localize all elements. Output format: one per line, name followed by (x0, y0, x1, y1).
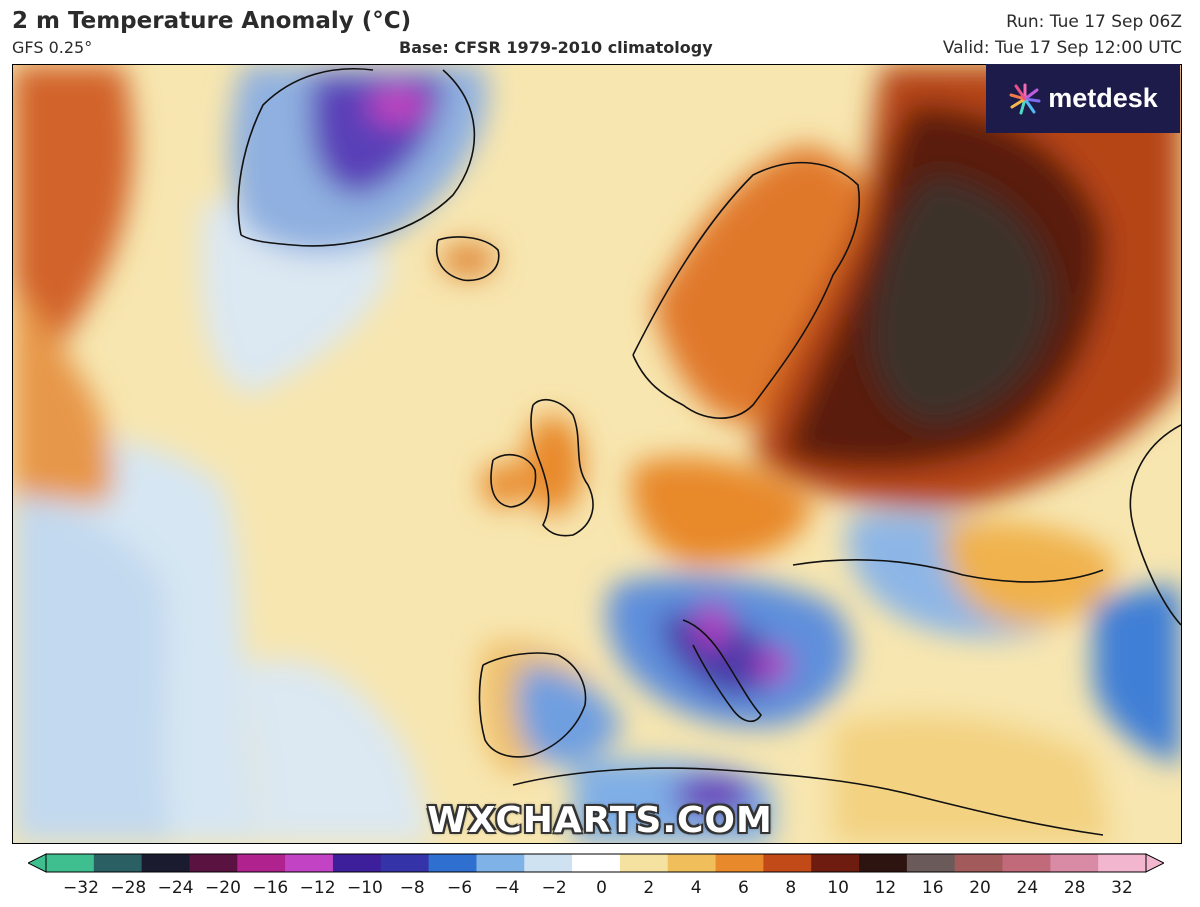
colorbar-segment (141, 854, 190, 872)
colorbar-tick-label: −16 (252, 878, 289, 898)
colorbar-segment (476, 854, 525, 872)
colorbar-segment (1050, 854, 1099, 872)
colorbar-segment (619, 854, 669, 872)
colorbar-tick-label: −20 (205, 878, 241, 898)
colorbar-segment (667, 854, 717, 872)
colorbar-tick-label: 10 (827, 878, 849, 898)
colorbar-segment (380, 854, 430, 872)
colorbar-segment (46, 854, 95, 872)
model-label: GFS 0.25° (12, 38, 93, 57)
anomaly-field (13, 65, 1181, 843)
colorbar-segment (954, 854, 1004, 872)
colorbar-tick-label: 2 (643, 878, 655, 898)
run-time-label: Run: Tue 17 Sep 06Z (1006, 12, 1182, 32)
colorbar-segment (332, 854, 382, 872)
colorbar-segment (572, 854, 621, 872)
base-climatology-label: Base: CFSR 1979-2010 climatology (399, 38, 713, 57)
colorbar-tick-label: −6 (447, 878, 473, 898)
colorbar-tick-label: −2 (541, 878, 567, 898)
colorbar-tick-label: 32 (1111, 878, 1133, 898)
colorbar-border (45, 853, 1147, 873)
colorbar-tick-label: −10 (346, 878, 383, 898)
chart-title: 2 m Temperature Anomaly (°C) (12, 8, 412, 34)
wxcharts-watermark: WXCHARTS.COM (427, 800, 773, 841)
colorbar-tick-label: 20 (969, 878, 991, 898)
colorbar-tick-label: −24 (157, 878, 194, 898)
metdesk-logo: metdesk (986, 64, 1180, 133)
colorbar-segment (189, 854, 238, 872)
colorbar (28, 853, 1164, 873)
colorbar-segment (715, 854, 764, 872)
colorbar-tick-label: −4 (494, 878, 520, 898)
colorbar-segment (859, 854, 908, 872)
metdesk-logo-text: metdesk (1048, 83, 1158, 113)
colorbar-segment (524, 854, 573, 872)
colorbar-segment (763, 854, 812, 872)
valid-time-label: Valid: Tue 17 Sep 12:00 UTC (942, 38, 1182, 58)
colorbar-segment (1002, 854, 1051, 872)
colorbar-tick-label: 24 (1016, 878, 1039, 898)
colorbar-tick-label: 16 (921, 878, 944, 898)
colorbar-segment (811, 854, 860, 872)
colorbar-tick-label: 28 (1063, 878, 1086, 898)
colorbar-tick-label: −28 (110, 878, 147, 898)
coastlines (237, 67, 1181, 836)
colorbar-tick-label: −32 (63, 878, 99, 898)
colorbar-tick-label: −8 (399, 878, 425, 898)
colorbar-segment (1098, 854, 1147, 872)
colorbar-tick-label: −12 (299, 878, 336, 898)
map-canvas (13, 65, 1181, 843)
colorbar-segment (93, 854, 143, 872)
colorbar-segment (237, 854, 286, 872)
colorbar-segment (285, 854, 334, 872)
colorbar-min-arrow (28, 853, 47, 873)
colorbar-tick-label: 4 (690, 878, 702, 898)
colorbar-max-arrow (1145, 853, 1164, 873)
colorbar-tick-label: 6 (738, 878, 749, 898)
metdesk-starburst-icon (1009, 83, 1041, 114)
colorbar-tick-label: 0 (596, 878, 607, 898)
colorbar-tick-label: 12 (874, 878, 897, 898)
anomaly-map (12, 64, 1182, 844)
colorbar-tick-labels: −32 −28 −24 −20 −16 −12 −10 −8 −6 −4 −2 0 2 4 6 8 10 12 16… (0, 878, 1200, 902)
colorbar-segment (428, 854, 477, 872)
colorbar-segment (906, 854, 956, 872)
colorbar-tick-label: 8 (785, 878, 797, 898)
